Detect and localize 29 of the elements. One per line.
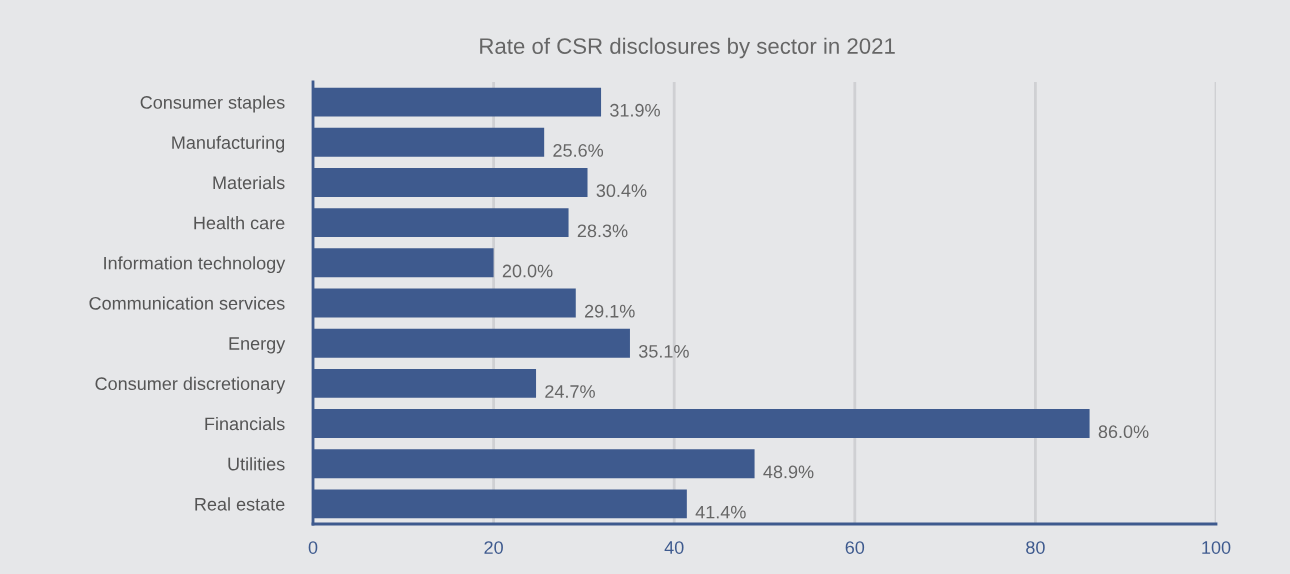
y-tick-label: Financials (205, 417, 285, 431)
y-tick-label: Health care (194, 216, 285, 230)
data-label: 28.3% (577, 224, 628, 238)
y-tick-label: Information technology (104, 256, 286, 274)
data-label: 86.0% (1098, 425, 1149, 439)
x-tick-label: 40 (664, 541, 684, 554)
x-tick-label: 60 (845, 541, 865, 554)
y-tick-label: Real estate (195, 497, 285, 511)
data-label: 41.4% (695, 505, 746, 519)
y-tick-label: Consumer staples (140, 95, 285, 113)
y-tick-label: Consumer discretionary (95, 376, 286, 394)
y-tick-label: Energy (229, 337, 286, 354)
y-tick-label: Communication services (89, 296, 285, 310)
data-label: 30.4% (596, 184, 647, 198)
x-tick-label: 100 (1202, 541, 1231, 554)
y-tick-label: Manufacturing (172, 135, 285, 153)
x-tick-label: 0 (308, 541, 318, 554)
chart-title: Rate of CSR disclosures by sector in 2021 (480, 37, 895, 59)
x-tick-label: 80 (1026, 541, 1045, 554)
data-label: 25.6% (553, 144, 604, 157)
y-tick-label: Utilities (228, 457, 285, 471)
y-tick-label: Materials (213, 175, 285, 190)
data-label: 31.9% (610, 103, 660, 117)
x-tick-label: 20 (484, 541, 503, 554)
data-label: 29.1% (585, 304, 635, 318)
data-label: 20.0% (502, 264, 553, 278)
data-label: 24.7% (545, 385, 595, 398)
data-label: 48.9% (763, 465, 814, 479)
data-label: 35.1% (638, 344, 689, 358)
